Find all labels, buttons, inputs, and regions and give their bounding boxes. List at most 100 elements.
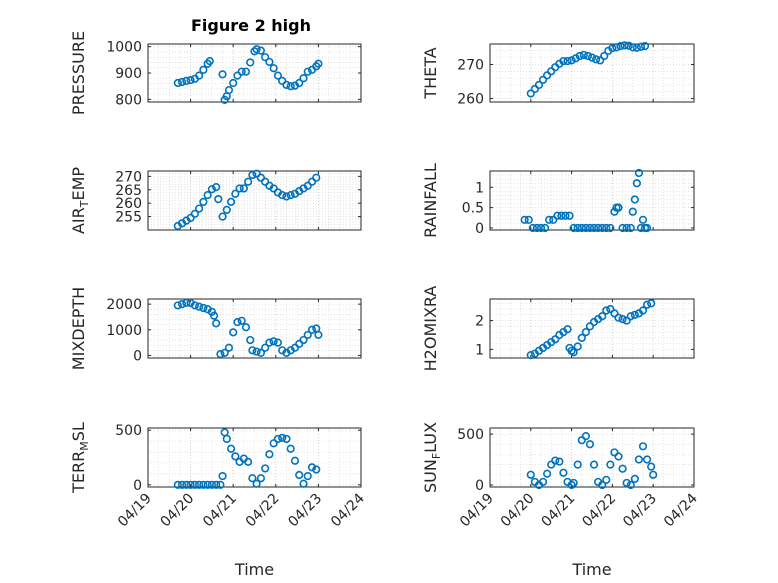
data-point (638, 215, 648, 224)
data-point (222, 205, 231, 214)
data-point (630, 310, 639, 319)
data-point (203, 480, 212, 489)
data-point (226, 444, 236, 453)
data-point (295, 339, 304, 348)
data-point (273, 71, 283, 80)
data-point (237, 316, 246, 325)
y-tick-label: 0 (133, 348, 142, 364)
data-point (567, 56, 576, 65)
subplot-7: 0 500 TERRMSL 04/19 04/20 04/21 04/22 04/23 04/2… (69, 422, 368, 579)
data-point (244, 177, 253, 186)
data-point (638, 306, 648, 315)
data-point (526, 89, 535, 98)
y-axis-label: SUNFLUX (421, 422, 443, 493)
data-point (557, 211, 566, 220)
y-tick-label: 0 (475, 478, 484, 494)
data-point (212, 480, 221, 489)
data-point (526, 351, 535, 360)
data-point (538, 75, 548, 84)
data-point (581, 432, 590, 441)
data-point (186, 480, 195, 489)
data-point (207, 185, 216, 194)
data-point (551, 456, 560, 465)
data-point (222, 434, 231, 444)
data-point (282, 434, 291, 444)
subplot-8: 0 500 SUNFLUX 04/19 04/20 04/21 04/22 04/23 04/2… (421, 422, 701, 579)
axes-box (489, 298, 695, 359)
axes-box (489, 427, 695, 488)
data-point (540, 223, 550, 233)
data-point (195, 480, 204, 489)
data-point (642, 223, 652, 233)
x-tick-label: 04/23 (285, 491, 325, 531)
data-point (237, 67, 246, 76)
data-point (628, 207, 637, 216)
data-point (299, 335, 308, 345)
data-point (632, 179, 641, 188)
data-point (282, 80, 291, 89)
data-point (559, 56, 568, 66)
data-point (286, 82, 295, 91)
data-point (526, 470, 535, 479)
data-point (589, 460, 599, 469)
data-point (610, 207, 619, 216)
data-point (199, 480, 208, 489)
data-point (248, 346, 257, 355)
data-point (307, 463, 317, 472)
data-point (614, 203, 623, 212)
y-axis-label: RAINFALL (421, 163, 440, 238)
data-point (231, 189, 240, 198)
data-point (563, 325, 572, 334)
x-tick-label: 04/24 (661, 490, 701, 530)
data-point (241, 323, 251, 332)
data-point (269, 439, 278, 448)
data-point (577, 436, 586, 445)
data-point (587, 53, 597, 62)
data-point (524, 215, 533, 224)
data-point (212, 319, 221, 328)
y-axis-label: TERRMSL (69, 422, 91, 494)
data-point (205, 57, 214, 66)
data-point (256, 474, 265, 483)
data-point (567, 480, 576, 490)
y-axis-label: THETA (421, 47, 440, 99)
data-point (186, 213, 195, 223)
data-point (252, 479, 261, 488)
data-point (536, 223, 546, 233)
y-tick-label: 0 (475, 221, 484, 237)
data-point (261, 343, 270, 352)
data-point (220, 348, 229, 357)
data-point (286, 191, 295, 200)
data-point (647, 462, 656, 471)
data-point (608, 43, 617, 53)
data-point (543, 71, 552, 80)
data-point (600, 51, 609, 61)
x-tick-label: 04/21 (200, 491, 240, 531)
data-point (610, 448, 619, 457)
data-point (252, 169, 261, 178)
data-point (199, 303, 208, 313)
x-tick-label: 04/24 (328, 490, 368, 530)
data-point (551, 335, 560, 344)
data-point (214, 195, 223, 204)
figure-title: Figure 2 high (191, 16, 311, 35)
data-point (220, 428, 229, 437)
data-point (190, 480, 199, 489)
data-point (216, 350, 225, 359)
subplot-4: 0 0.5 1 RAINFALL (421, 163, 695, 238)
data-point (626, 312, 635, 321)
data-point (626, 223, 635, 233)
data-point (299, 479, 308, 488)
data-point (290, 456, 300, 465)
axes-box (147, 298, 362, 359)
data-point (212, 182, 221, 192)
data-point (620, 41, 629, 50)
data-point (610, 309, 619, 318)
x-tick-label: 04/19 (457, 491, 497, 531)
x-tick-label: 04/19 (115, 491, 155, 531)
data-point (218, 70, 227, 79)
data-point (218, 471, 227, 481)
data-point (640, 41, 650, 51)
data-point (634, 455, 644, 464)
data-point (577, 223, 586, 233)
